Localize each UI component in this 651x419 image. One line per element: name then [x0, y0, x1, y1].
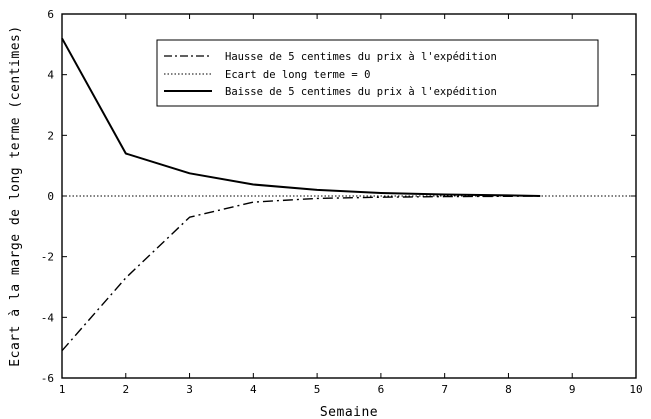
x-tick-label: 7 [441, 383, 448, 396]
x-tick-label: 6 [378, 383, 385, 396]
x-tick-label: 10 [629, 383, 642, 396]
legend: Hausse de 5 centimes du prix à l'expédit… [156, 39, 599, 107]
y-tick-label: 0 [47, 190, 54, 203]
y-tick-label: 6 [47, 8, 54, 21]
series-line-1 [61, 195, 541, 352]
x-tick-label: 3 [186, 383, 193, 396]
x-tick-label: 1 [59, 383, 66, 396]
legend-label-ecart: Ecart de long terme = 0 [225, 69, 370, 81]
x-tick-label: 4 [250, 383, 257, 396]
x-tick-label: 5 [314, 383, 321, 396]
x-tick-label: 9 [569, 383, 576, 396]
y-axis-title: Ecart à la marge de long terme (centimes… [8, 25, 23, 366]
y-tick-label: 2 [47, 129, 54, 142]
x-tick-label: 8 [505, 383, 512, 396]
series-layer [61, 37, 541, 352]
x-axis-title: Semaine [320, 405, 378, 419]
series-line-3 [61, 37, 541, 197]
legend-label-hausse: Hausse de 5 centimes du prix à l'expédit… [225, 51, 497, 63]
y-tick-label: -4 [41, 311, 55, 324]
x-tick-label: 2 [122, 383, 129, 396]
y-tick-label: 4 [47, 69, 54, 82]
y-tick-label: -6 [41, 372, 54, 385]
axis-ticks: 1 2 3 4 5 6 7 8 9 10 -6 -4 -2 0 2 4 6 [41, 8, 643, 396]
legend-label-baisse: Baisse de 5 centimes du prix à l'expédit… [225, 86, 497, 98]
legend-box [156, 39, 599, 107]
y-tick-label: -2 [41, 251, 54, 264]
